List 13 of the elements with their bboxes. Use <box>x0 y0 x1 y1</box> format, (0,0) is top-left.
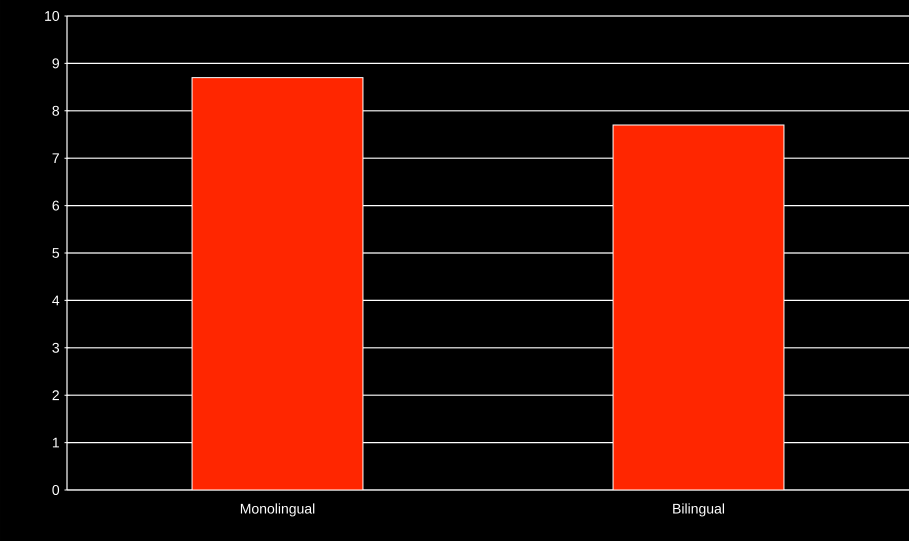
y-tick-label: 3 <box>52 342 60 353</box>
y-tick-label: 7 <box>52 153 59 164</box>
y-tick-label: 9 <box>52 58 59 68</box>
y-tick-label: 0 <box>52 485 60 495</box>
y-tick-label: 8 <box>52 106 60 116</box>
x-tick-label: Monolingual <box>240 503 314 516</box>
y-tick-label: 5 <box>52 248 60 258</box>
y-tick-label: 2 <box>52 390 59 400</box>
y-tick-label: 6 <box>52 200 60 211</box>
y-tick-label: 1 <box>52 438 59 448</box>
y-tick-label: 4 <box>52 296 60 306</box>
x-tick-label: Bilingual <box>673 503 724 516</box>
y-tick-label: 10 <box>45 11 60 21</box>
